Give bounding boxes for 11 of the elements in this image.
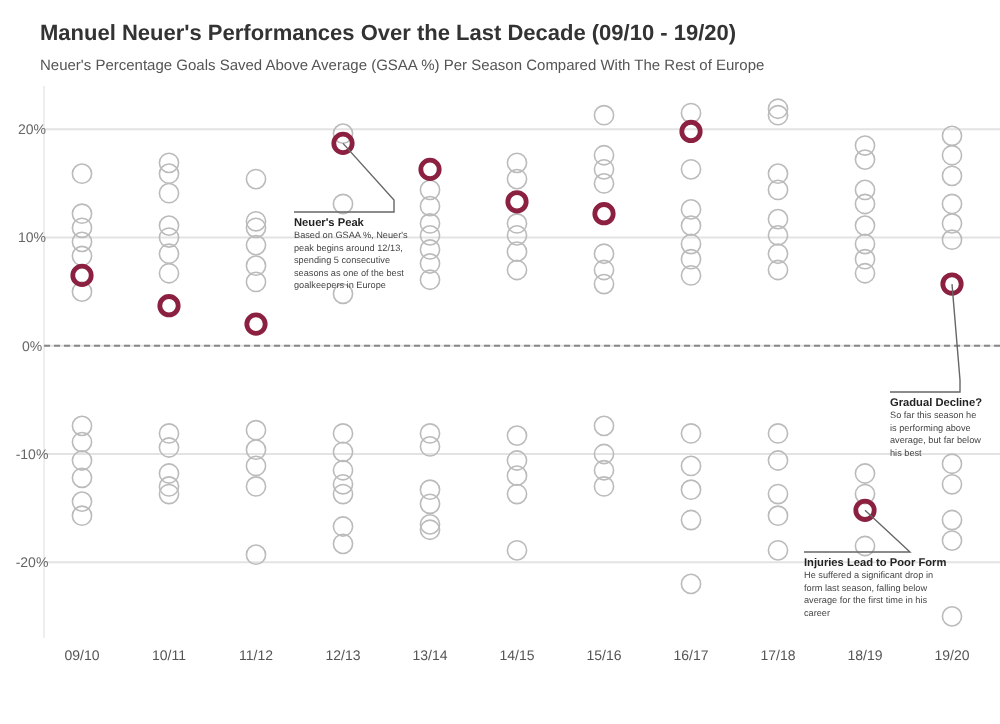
point [592, 202, 616, 226]
point [679, 119, 703, 144]
point [418, 157, 442, 181]
chart-title: Manuel Neuer's Performances Over the Last Decade (09/10 - 19/20) [40, 22, 737, 46]
point [244, 312, 268, 336]
point [70, 263, 94, 288]
point [505, 190, 529, 214]
point [853, 498, 877, 522]
point [940, 272, 964, 296]
point [331, 131, 355, 155]
point [157, 294, 181, 318]
